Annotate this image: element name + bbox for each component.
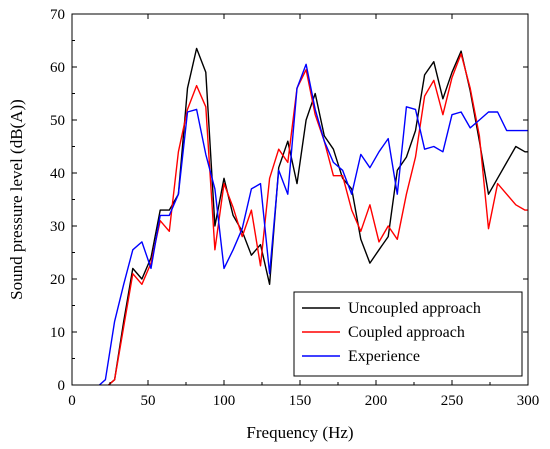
legend-box — [293, 291, 523, 377]
y-tick-label: 70 — [50, 7, 65, 23]
y-axis-title: Sound pressure level (dB(A)) — [7, 99, 26, 300]
series-line-2 — [108, 53, 528, 385]
x-tick-label: 100 — [213, 393, 236, 409]
x-tick-label: 250 — [441, 393, 464, 409]
legend-label-3: Experience — [348, 348, 420, 365]
y-tick-label: 40 — [50, 166, 65, 182]
legend-label-2: Coupled approach — [348, 324, 465, 341]
x-tick-label: 150 — [289, 393, 312, 409]
x-tick-label: 50 — [141, 393, 156, 409]
x-axis-title: Frequency (Hz) — [246, 423, 353, 442]
x-tick-label: 0 — [68, 393, 76, 409]
y-tick-label: 50 — [50, 113, 65, 129]
series-line-3 — [98, 63, 528, 385]
y-tick-label: 0 — [58, 378, 66, 394]
x-tick-label: 300 — [517, 393, 540, 409]
legend-label-1: Uncoupled approach — [348, 300, 481, 317]
y-tick-label: 60 — [50, 60, 65, 76]
y-tick-label: 30 — [50, 219, 65, 235]
y-tick-label: 10 — [50, 325, 65, 341]
x-tick-label: 200 — [365, 393, 388, 409]
y-tick-label: 20 — [50, 272, 65, 288]
